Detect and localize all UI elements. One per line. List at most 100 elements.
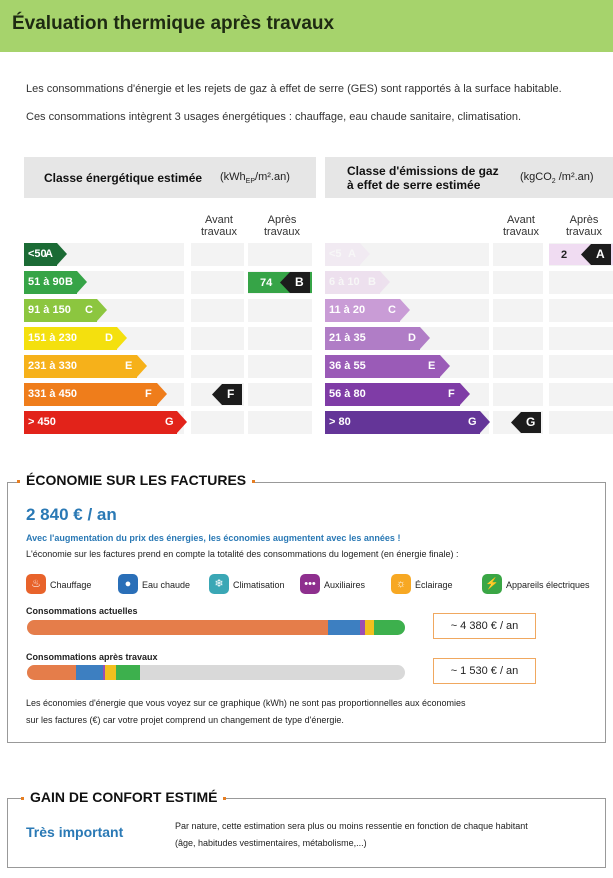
energy-cell-after <box>248 411 312 434</box>
class-range-label: 91 à 150 <box>28 304 71 316</box>
ges-after-value: 2 <box>561 249 568 261</box>
class-arrow-tip <box>440 355 450 377</box>
class-letter: C <box>85 304 93 316</box>
comfort-section-title: GAIN DE CONFORT ESTIMÉ <box>21 789 227 805</box>
ges-class-a: <5 A <box>325 243 370 266</box>
legend-label: Appareils électriques <box>506 580 590 590</box>
class-range-label: > 80 <box>329 416 351 428</box>
energy-col-after: Après travaux <box>263 214 301 238</box>
energy-cell-after <box>248 383 312 406</box>
savings-note-scope: L'économie sur les factures prend en com… <box>26 549 459 559</box>
title-dot-left <box>17 480 20 483</box>
after-consumption-label: Consommations après travaux <box>26 652 158 662</box>
ges-class-b: 6 à 10 B <box>325 271 390 294</box>
savings-disclaimer-line2: sur les factures (€) car votre projet co… <box>26 715 344 725</box>
consumption-segment-1 <box>76 665 103 680</box>
current-cost: ~ 4 380 € / an <box>433 613 536 639</box>
class-arrow-tip <box>420 327 430 349</box>
ges-cell-before <box>493 355 543 378</box>
class-range-label: <50 <box>28 248 47 260</box>
legend-label: Auxiliaires <box>324 580 366 590</box>
energy-after-letter: B <box>295 275 304 289</box>
page-header: Évaluation thermique après travaux <box>0 0 613 52</box>
energy-class-b: 51 à 90 B <box>24 271 87 294</box>
ges-after-letter: A <box>596 247 605 261</box>
ges-cell-after <box>549 271 613 294</box>
consumption-segment-3 <box>364 620 375 635</box>
energy-class-e: 231 à 330 E <box>24 355 147 378</box>
legend-label: Chauffage <box>50 580 92 590</box>
energy-after-letter-marker: B <box>280 272 310 293</box>
energy-marker-after: 74 B <box>248 272 312 293</box>
class-range-label: 51 à 90 <box>28 276 65 288</box>
class-range-label: 56 à 80 <box>329 388 366 400</box>
class-letter: B <box>65 276 73 288</box>
consumption-segment-4 <box>116 665 141 680</box>
energy-col-before: Avant travaux <box>200 214 238 238</box>
flame-icon: ♨ <box>26 574 46 594</box>
class-arrow-tip <box>177 411 187 433</box>
ges-class-d: 21 à 35 D <box>325 327 430 350</box>
class-letter: B <box>368 276 376 288</box>
class-range-label: 11 à 20 <box>329 304 366 316</box>
after-cost: ~ 1 530 € / an <box>433 658 536 684</box>
savings-section-title: ÉCONOMIE SUR LES FACTURES <box>17 472 256 488</box>
energy-cell-before <box>191 299 244 322</box>
class-range-label: 331 à 450 <box>28 388 77 400</box>
legend-label: Climatisation <box>233 580 285 590</box>
class-arrow-tip <box>460 383 470 405</box>
class-arrow-tip <box>400 299 410 321</box>
ges-cell-after <box>549 355 613 378</box>
dots-icon: ••• <box>300 574 320 594</box>
class-range-label: 6 à 10 <box>329 276 360 288</box>
title-dot-right <box>223 797 227 800</box>
savings-box <box>7 482 606 743</box>
class-letter: E <box>125 360 133 372</box>
ges-class-e: 36 à 55 E <box>325 355 450 378</box>
energy-class-title: Classe énergétique estimée <box>44 171 203 185</box>
energy-cell-before <box>191 243 244 266</box>
energy-marker-before: F <box>191 384 244 405</box>
consumption-segment-1 <box>327 620 360 635</box>
energy-class-header: Classe énergétique estimée (kWhEP/m².an) <box>24 157 316 198</box>
class-range-label: <5 <box>329 248 342 260</box>
energy-cell-before <box>191 327 244 350</box>
energy-class-d: 151 à 230 D <box>24 327 127 350</box>
class-letter: G <box>165 416 174 428</box>
ges-class-g: > 80 G <box>325 411 490 434</box>
legend-label: Éclairage <box>415 580 453 590</box>
class-range-label: 36 à 55 <box>329 360 366 372</box>
plug-icon: ⚡ <box>482 574 502 594</box>
energy-class-a: <50 A <box>24 243 67 266</box>
class-letter: E <box>428 360 436 372</box>
class-arrow-tip <box>57 243 67 265</box>
energy-cell-before <box>191 411 244 434</box>
comfort-gain-value: Très important <box>26 824 124 840</box>
energy-class-unit: (kWhEP/m².an) <box>220 171 290 186</box>
ges-row-bg <box>325 271 489 294</box>
energy-class-c: 91 à 150 C <box>24 299 107 322</box>
after-consumption-bar <box>27 665 405 680</box>
ges-cell-after <box>549 327 613 350</box>
savings-note-prices: Avec l'augmentation du prix des énergies… <box>26 533 401 543</box>
energy-cell-after <box>248 299 312 322</box>
ges-cell-after <box>549 383 613 406</box>
ges-cell-before <box>493 271 543 294</box>
class-range-label: 231 à 330 <box>28 360 77 372</box>
energy-cell-after <box>248 355 312 378</box>
class-arrow-tip <box>77 271 87 293</box>
class-letter: F <box>448 388 455 400</box>
class-range-label: 21 à 35 <box>329 332 366 344</box>
ges-row-bg <box>325 243 489 266</box>
bulb-icon: ☼ <box>391 574 411 594</box>
current-consumption-label: Consommations actuelles <box>26 606 138 616</box>
consumption-segment-3 <box>104 665 117 680</box>
ges-col-after: Après travaux <box>565 214 603 238</box>
energy-cell-before <box>191 355 244 378</box>
class-letter: G <box>468 416 477 428</box>
water-drop-icon: ● <box>118 574 138 594</box>
consumption-segment-0 <box>27 620 328 635</box>
ges-col-before: Avant travaux <box>502 214 540 238</box>
savings-disclaimer-line1: Les économies d'énergie que vous voyez s… <box>26 698 466 708</box>
class-letter: C <box>388 304 396 316</box>
